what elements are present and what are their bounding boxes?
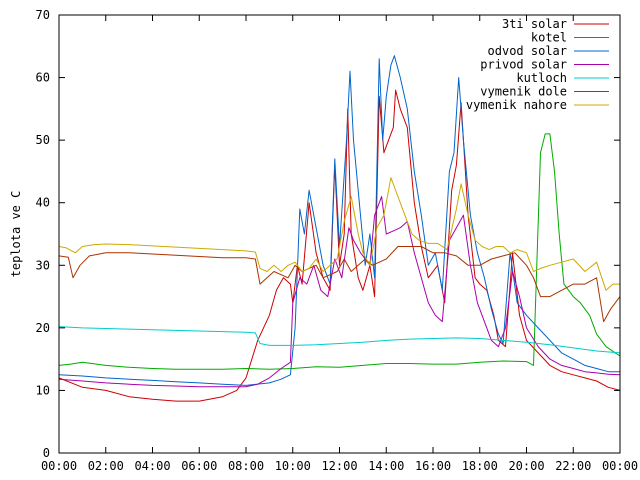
legend-label: kutloch xyxy=(516,71,567,85)
y-tick-label: 70 xyxy=(36,8,50,22)
x-tick-label: 16:00 xyxy=(415,459,451,473)
legend-label: vymenik dole xyxy=(480,85,567,99)
legend-label: privod solar xyxy=(480,58,567,72)
x-tick-label: 06:00 xyxy=(181,459,217,473)
y-tick-label: 0 xyxy=(43,446,50,460)
y-tick-label: 40 xyxy=(36,196,50,210)
y-tick-label: 30 xyxy=(36,258,50,272)
x-tick-label: 18:00 xyxy=(462,459,498,473)
x-tick-label: 12:00 xyxy=(321,459,357,473)
y-tick-label: 50 xyxy=(36,133,50,147)
x-tick-label: 10:00 xyxy=(275,459,311,473)
legend-label: odvod solar xyxy=(488,44,567,58)
x-tick-label: 14:00 xyxy=(368,459,404,473)
x-tick-label: 20:00 xyxy=(508,459,544,473)
series-line-kutloch xyxy=(58,326,621,354)
x-tick-label: 22:00 xyxy=(555,459,591,473)
y-tick-label: 10 xyxy=(36,383,50,397)
series-line-vymenik-nahore xyxy=(58,177,620,291)
y-axis-label: teplota ve C xyxy=(9,191,23,278)
series-layer xyxy=(58,55,621,402)
series-line-vymenik-dole xyxy=(58,246,621,323)
x-tick-label: 02:00 xyxy=(88,459,124,473)
x-tick-label: 08:00 xyxy=(228,459,264,473)
x-tick-label: 04:00 xyxy=(134,459,170,473)
x-tick-label: 00:00 xyxy=(602,459,638,473)
series-line-kotel xyxy=(58,133,621,370)
tick-layer: 00:00 02:00 04:00 06:00 08:00 10:00 12:00 14:00… xyxy=(36,8,639,473)
legend-label: vymenik nahore xyxy=(466,98,567,112)
series-line-privod-solar xyxy=(58,196,621,388)
y-tick-label: 20 xyxy=(36,321,50,335)
y-tick-label: 60 xyxy=(36,71,50,85)
legend-label: 3ti solar xyxy=(502,17,567,31)
x-tick-label: 00:00 xyxy=(41,459,77,473)
legend-label: kotel xyxy=(531,31,567,45)
